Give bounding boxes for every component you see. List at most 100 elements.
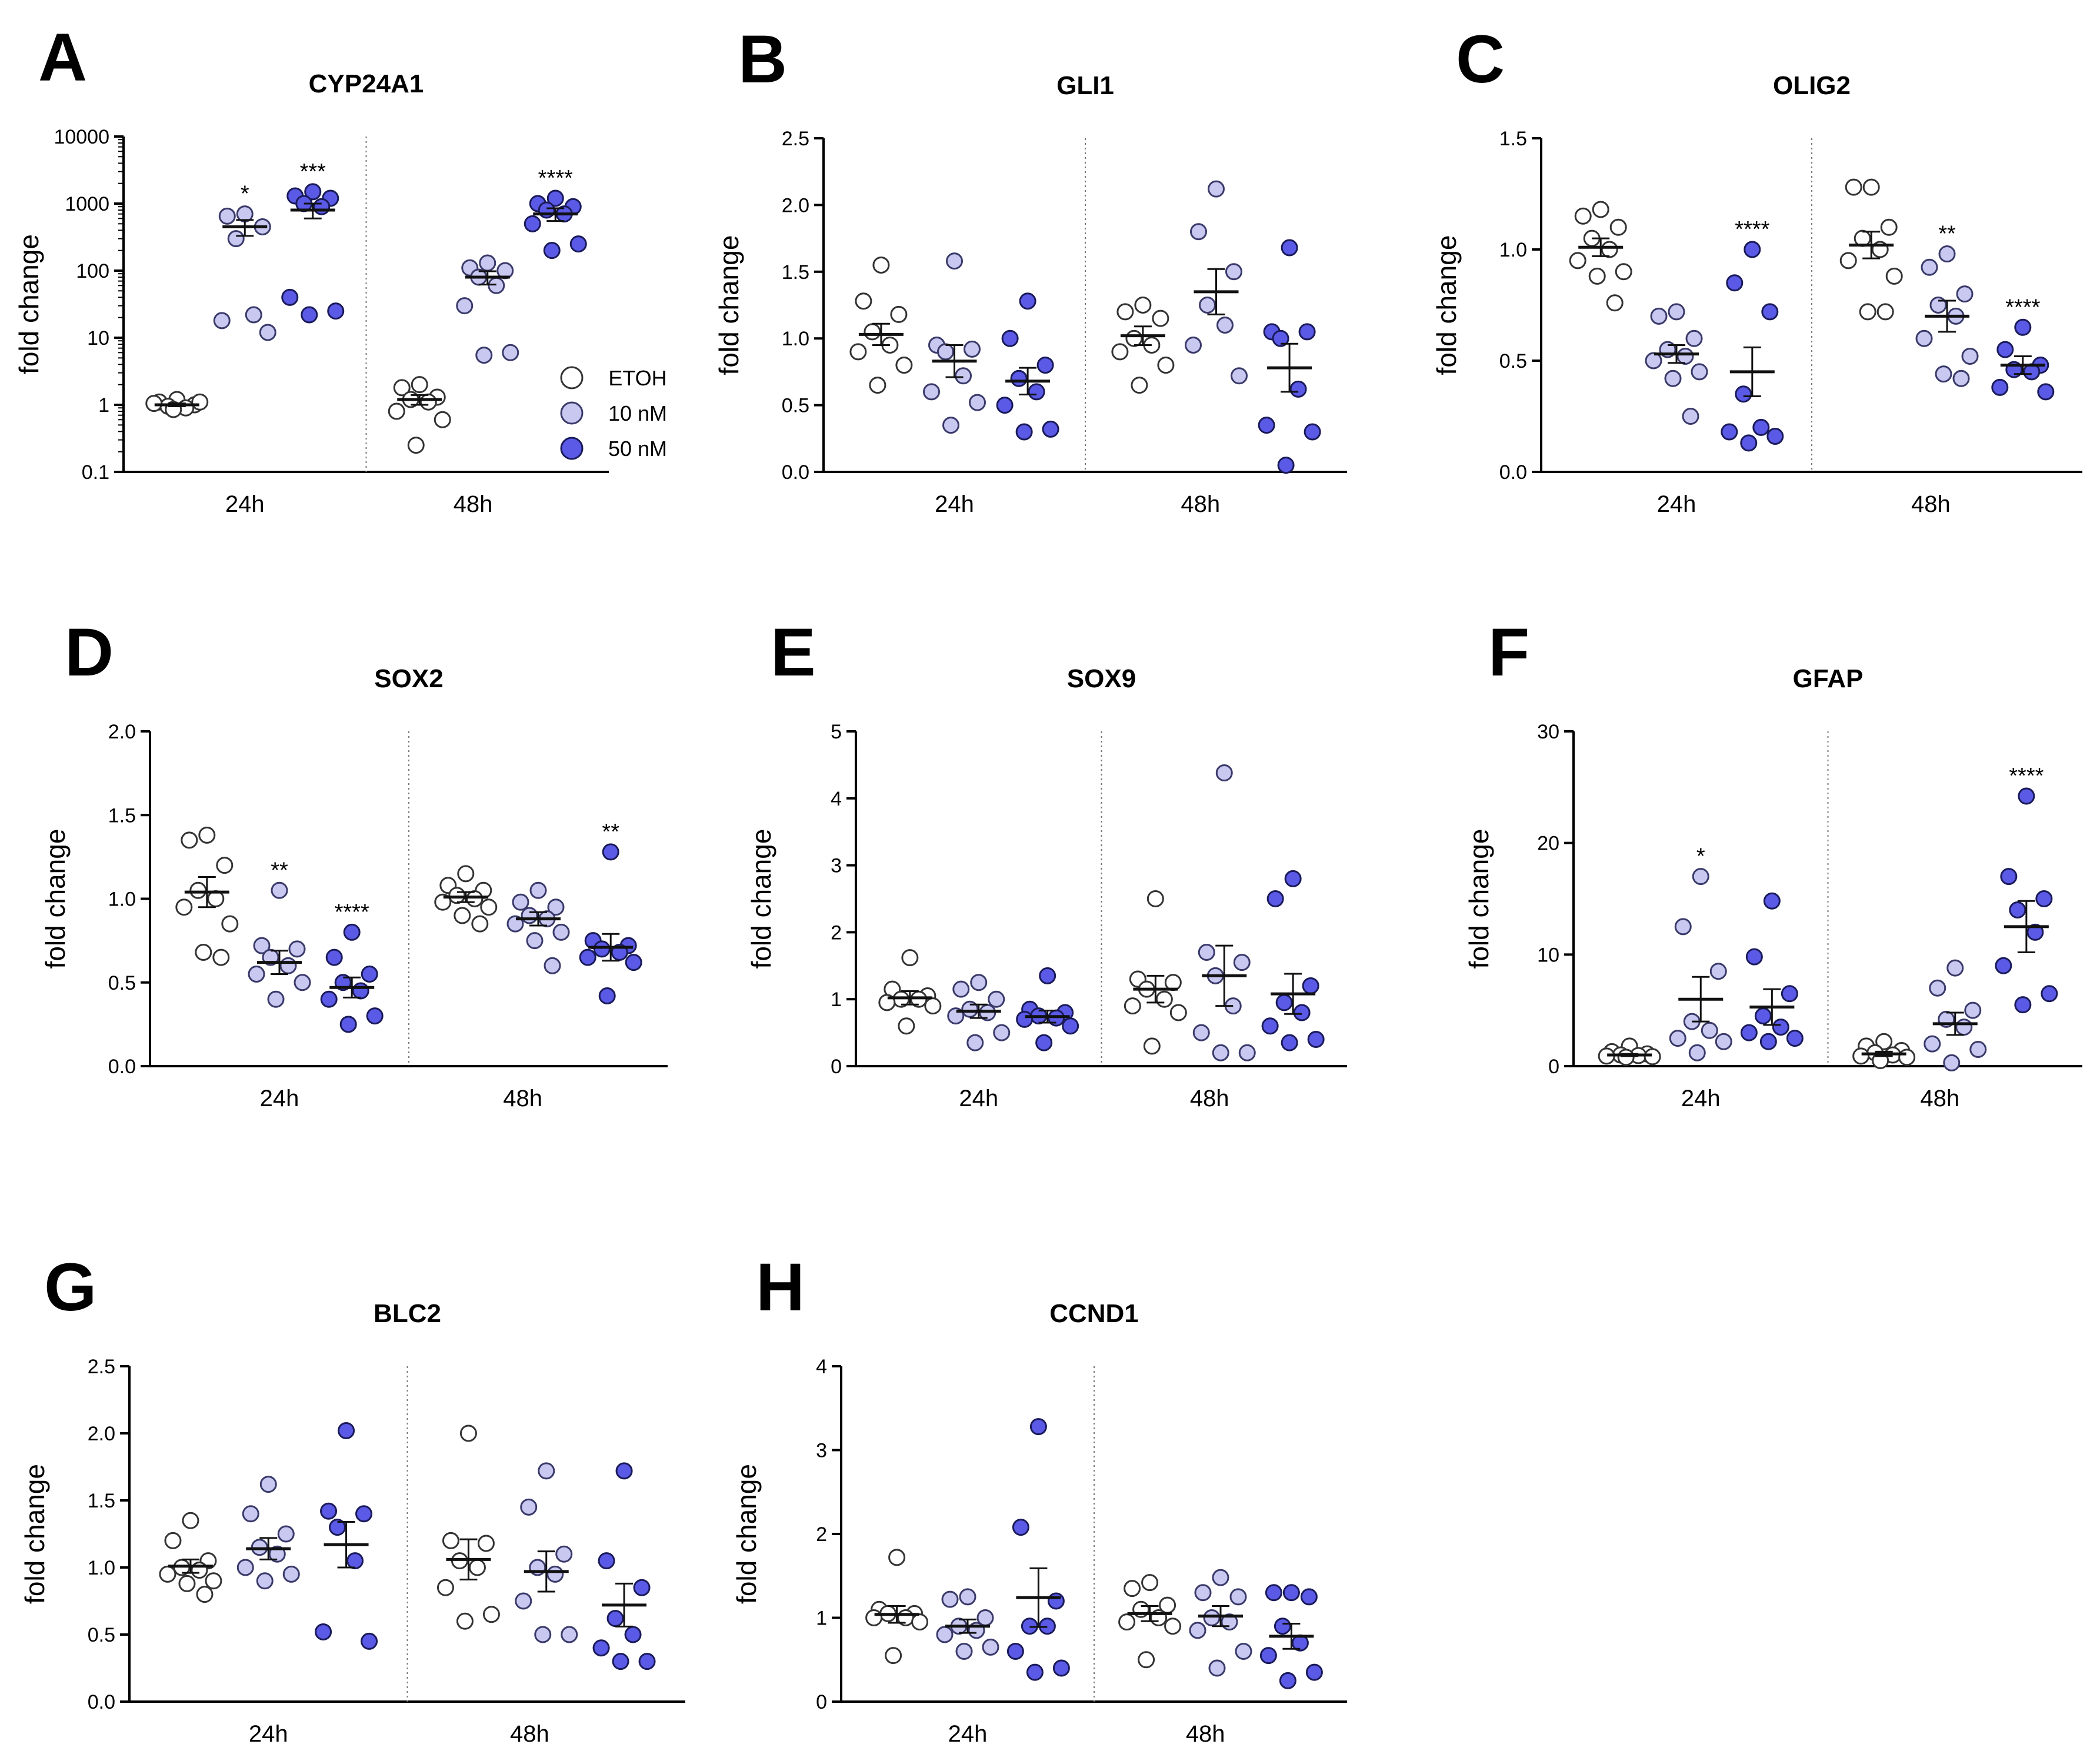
data-point xyxy=(895,357,913,374)
chart-title: SOX2 xyxy=(374,664,443,693)
y-tick-label: 0.5 xyxy=(1499,350,1527,372)
series-10-nm-48h xyxy=(1924,959,1987,1071)
data-point xyxy=(1880,218,1898,236)
data-point xyxy=(1141,1574,1159,1592)
series-50-nm-24h xyxy=(1006,1418,1070,1681)
data-point xyxy=(1601,241,1618,258)
data-point xyxy=(1010,370,1028,387)
data-point xyxy=(1645,352,1662,370)
series-10-nm-48h xyxy=(1189,1569,1252,1677)
y-axis-label: fold change xyxy=(714,235,744,375)
data-point xyxy=(996,397,1014,414)
significance-marker: ** xyxy=(602,820,619,844)
data-point xyxy=(1946,959,1964,977)
data-point xyxy=(1216,317,1234,334)
y-tick-label: 0.5 xyxy=(782,395,809,417)
significance-marker: **** xyxy=(1735,217,1769,242)
panel-b: B GLI1 fold change 0.0 0.5 1.0 1.5 2.0 2.5 24h 48h xyxy=(714,22,1347,517)
data-point xyxy=(1721,423,1738,441)
data-point xyxy=(593,940,611,958)
data-point xyxy=(923,383,940,401)
y-tick-label: 0 xyxy=(816,1691,827,1713)
legend: ETOH 10 nM 50 nM xyxy=(560,366,667,461)
data-point xyxy=(1952,370,1970,387)
data-point xyxy=(598,987,616,1005)
data-point xyxy=(248,966,265,983)
panel-letter: D xyxy=(65,615,114,690)
data-point xyxy=(538,1462,555,1480)
data-point xyxy=(181,831,198,849)
y-tick-label: 1 xyxy=(98,394,109,417)
series-10-nm-24h xyxy=(1645,303,1708,425)
data-point xyxy=(1300,1588,1318,1606)
data-point xyxy=(502,344,519,361)
panel-a: A CYP24A1 fold change 0.1 1 10 100 1000 10000 24h… xyxy=(14,20,667,517)
data-point xyxy=(1015,423,1033,441)
data-point xyxy=(2041,985,2058,1003)
data-point xyxy=(543,242,561,259)
series-etoh-24h xyxy=(1569,201,1632,312)
chart-title: OLIG2 xyxy=(1773,71,1851,100)
data-point xyxy=(1124,997,1141,1015)
data-point xyxy=(1859,303,1876,321)
data-point xyxy=(1275,994,1293,1011)
data-point xyxy=(1277,457,1295,474)
data-point xyxy=(338,1422,355,1439)
data-point xyxy=(1259,1647,1277,1665)
series-50-nm-48h xyxy=(1261,870,1325,1051)
data-point xyxy=(268,1545,286,1563)
data-point xyxy=(459,1424,477,1442)
series-etoh-48h xyxy=(388,376,451,454)
data-point xyxy=(547,898,565,916)
series-etoh-24h xyxy=(878,949,942,1035)
data-point xyxy=(1915,329,1933,347)
legend-marker xyxy=(560,366,584,390)
data-point xyxy=(1929,297,1947,314)
significance-marker: ** xyxy=(271,858,288,883)
y-axis-label: fold change xyxy=(1464,829,1494,969)
data-point xyxy=(1208,1659,1226,1677)
data-point xyxy=(1668,303,1685,321)
data-point xyxy=(1715,1033,1732,1050)
data-point xyxy=(1282,1584,1300,1602)
data-point xyxy=(1229,1588,1247,1606)
data-point xyxy=(159,1565,176,1583)
data-point xyxy=(1215,764,1233,782)
y-tick-label: 1.5 xyxy=(782,261,809,284)
y-tick-label: 0 xyxy=(1548,1056,1559,1078)
data-point xyxy=(2026,923,2044,941)
data-point xyxy=(1735,385,1752,403)
data-point xyxy=(352,982,369,1000)
y-tick-label: 1.0 xyxy=(782,328,809,350)
data-point xyxy=(1691,363,1708,381)
series-etoh-24h xyxy=(175,826,239,966)
group-label-48h: 48h xyxy=(1190,1086,1229,1111)
data-point xyxy=(281,288,299,306)
data-point xyxy=(638,1653,656,1670)
data-point xyxy=(1956,285,1974,303)
data-point xyxy=(534,1626,552,1643)
data-point xyxy=(598,1552,615,1570)
data-point xyxy=(1298,323,1316,341)
data-point xyxy=(942,417,959,434)
data-point xyxy=(865,1609,883,1626)
data-point xyxy=(941,1590,959,1608)
data-point xyxy=(969,394,986,411)
data-point xyxy=(1026,1663,1044,1681)
data-point xyxy=(466,890,484,907)
significance-marker: * xyxy=(241,182,249,207)
data-point xyxy=(515,1592,532,1610)
data-point xyxy=(1766,428,1784,445)
data-point xyxy=(259,1476,277,1493)
data-point xyxy=(1293,1004,1311,1021)
series-etoh-48h xyxy=(1124,890,1187,1055)
series-10-nm-48h xyxy=(456,254,519,364)
y-axis-label: fold change xyxy=(1431,235,1462,375)
data-point xyxy=(1194,1584,1212,1602)
data-point xyxy=(1012,1519,1029,1536)
data-point xyxy=(1991,378,2009,396)
data-point xyxy=(1289,380,1307,398)
y-tick-label: 1.0 xyxy=(108,888,136,911)
series-50-nm-48h xyxy=(1258,239,1321,474)
y-tick-label: 0.0 xyxy=(88,1691,115,1713)
